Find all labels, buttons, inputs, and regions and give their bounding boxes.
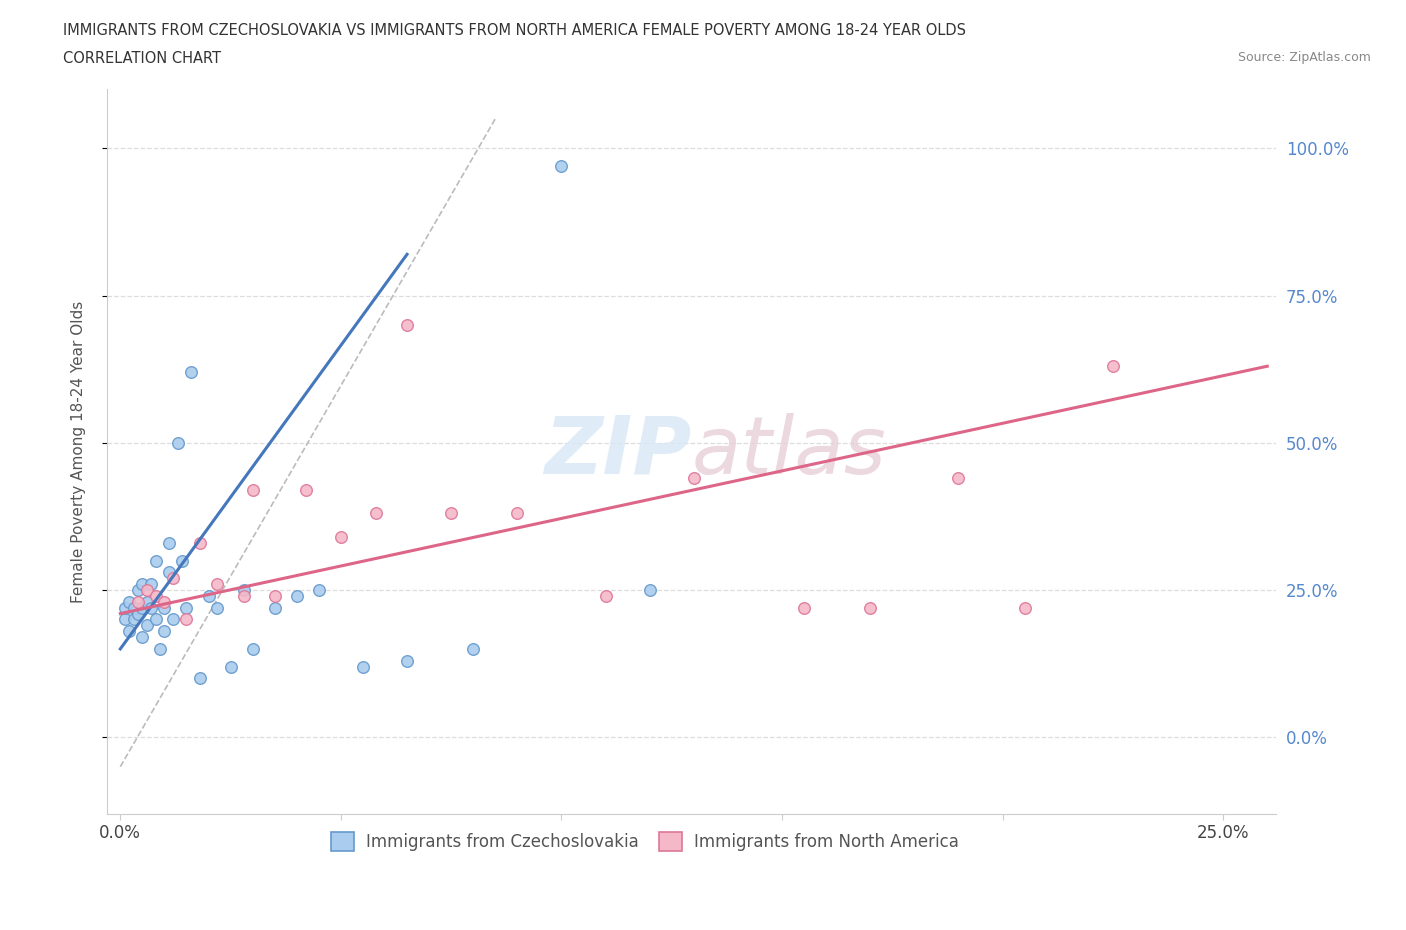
Point bbox=[122, 600, 145, 615]
Legend: Immigrants from Czechoslovakia, Immigrants from North America: Immigrants from Czechoslovakia, Immigran… bbox=[323, 824, 967, 860]
Point bbox=[131, 600, 153, 615]
Point bbox=[141, 577, 163, 591]
Point bbox=[440, 506, 463, 521]
Point bbox=[127, 606, 149, 621]
Point bbox=[127, 594, 149, 609]
Point bbox=[153, 600, 176, 615]
Text: CORRELATION CHART: CORRELATION CHART bbox=[63, 51, 221, 66]
Text: ZIP: ZIP bbox=[544, 413, 692, 491]
Point bbox=[145, 589, 167, 604]
Point bbox=[294, 483, 316, 498]
Point bbox=[127, 582, 149, 597]
Text: Source: ZipAtlas.com: Source: ZipAtlas.com bbox=[1237, 51, 1371, 64]
Point bbox=[682, 471, 704, 485]
Point bbox=[153, 594, 176, 609]
Point bbox=[948, 471, 970, 485]
Point bbox=[114, 612, 136, 627]
Point bbox=[157, 565, 180, 579]
Point bbox=[162, 571, 184, 586]
Point bbox=[141, 600, 163, 615]
Point bbox=[550, 158, 572, 173]
Point bbox=[329, 529, 352, 544]
Point bbox=[638, 582, 661, 597]
Point bbox=[366, 506, 388, 521]
Point bbox=[118, 594, 141, 609]
Point bbox=[131, 577, 153, 591]
Point bbox=[793, 600, 815, 615]
Point bbox=[595, 589, 617, 604]
Point bbox=[135, 594, 157, 609]
Point bbox=[463, 642, 485, 657]
Point bbox=[170, 553, 193, 568]
Point bbox=[242, 483, 264, 498]
Point bbox=[188, 536, 211, 551]
Point bbox=[153, 624, 176, 639]
Text: IMMIGRANTS FROM CZECHOSLOVAKIA VS IMMIGRANTS FROM NORTH AMERICA FEMALE POVERTY A: IMMIGRANTS FROM CZECHOSLOVAKIA VS IMMIGR… bbox=[63, 23, 966, 38]
Point bbox=[180, 365, 202, 379]
Point bbox=[176, 600, 198, 615]
Point bbox=[285, 589, 308, 604]
Point bbox=[506, 506, 529, 521]
Point bbox=[1102, 359, 1125, 374]
Point bbox=[263, 589, 285, 604]
Point bbox=[219, 659, 242, 674]
Point bbox=[145, 553, 167, 568]
Point bbox=[176, 612, 198, 627]
Point bbox=[308, 582, 330, 597]
Point bbox=[207, 600, 229, 615]
Point bbox=[1014, 600, 1036, 615]
Point bbox=[166, 435, 188, 450]
Point bbox=[135, 582, 157, 597]
Point bbox=[396, 317, 419, 332]
Point bbox=[197, 589, 219, 604]
Point bbox=[135, 618, 157, 632]
Point bbox=[242, 642, 264, 657]
Point bbox=[114, 600, 136, 615]
Point bbox=[188, 671, 211, 685]
Point bbox=[131, 630, 153, 644]
Point bbox=[352, 659, 374, 674]
Point bbox=[162, 612, 184, 627]
Point bbox=[157, 536, 180, 551]
Point bbox=[149, 642, 172, 657]
Point bbox=[263, 600, 285, 615]
Y-axis label: Female Poverty Among 18-24 Year Olds: Female Poverty Among 18-24 Year Olds bbox=[72, 300, 86, 603]
Point bbox=[145, 612, 167, 627]
Point bbox=[396, 653, 419, 668]
Point bbox=[232, 582, 254, 597]
Point bbox=[859, 600, 882, 615]
Point bbox=[122, 612, 145, 627]
Point bbox=[207, 577, 229, 591]
Point bbox=[232, 589, 254, 604]
Point bbox=[118, 624, 141, 639]
Text: atlas: atlas bbox=[692, 413, 886, 491]
